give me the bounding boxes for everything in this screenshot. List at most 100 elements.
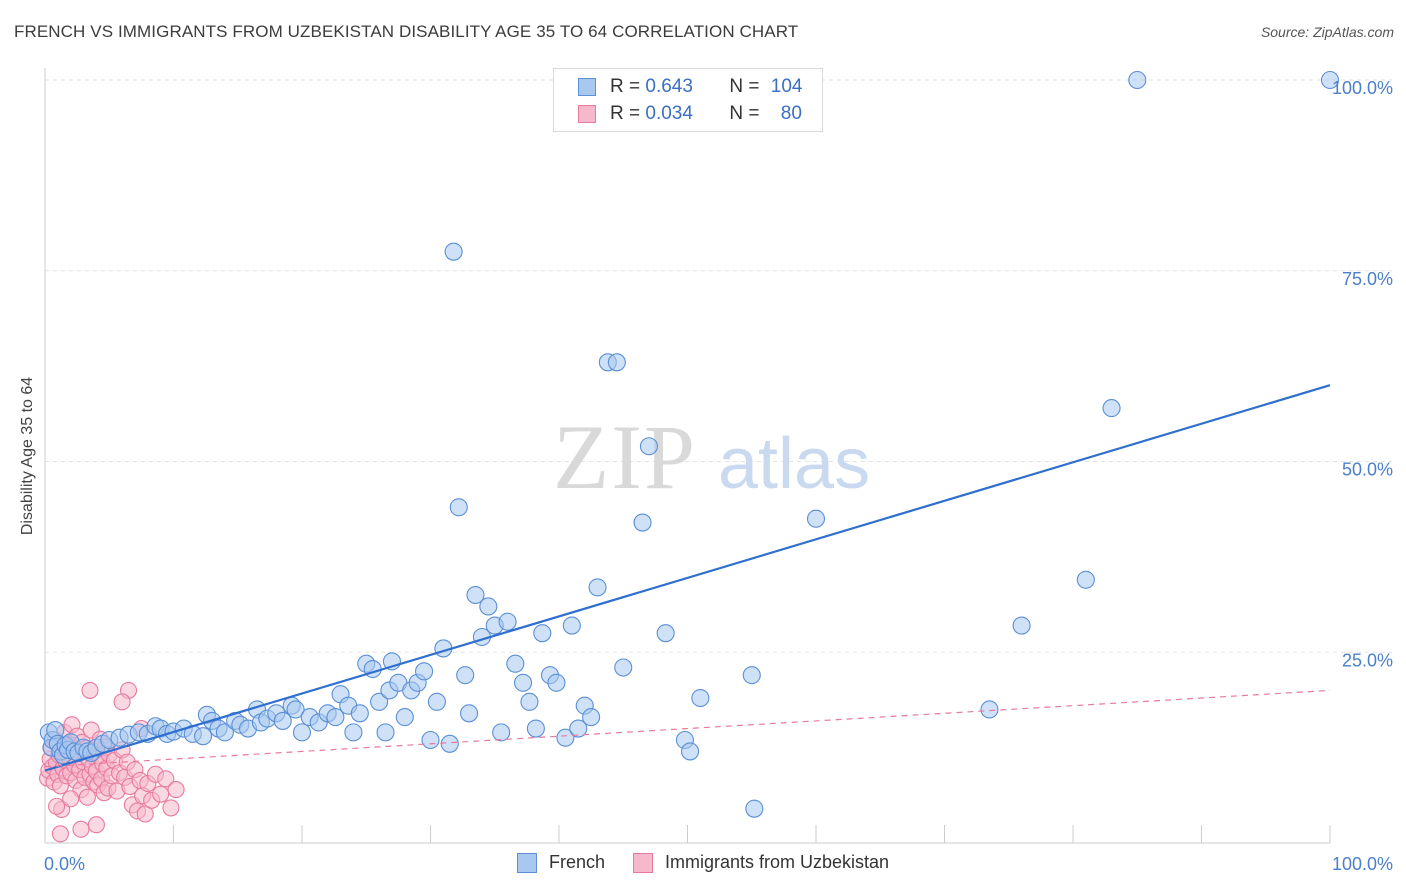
french-point — [742, 666, 761, 685]
correlation-legend: R = 0.643 N = 104 R = 0.034 N = 80 — [553, 68, 823, 132]
french-point — [656, 624, 675, 643]
french-point — [376, 723, 395, 742]
french-point — [466, 585, 485, 605]
french-point — [506, 654, 525, 673]
french-point — [614, 658, 633, 677]
legend-swatch-uzbekistan — [632, 852, 653, 873]
french-point — [415, 662, 434, 681]
french-point — [1076, 570, 1095, 589]
uzbekistan-point — [87, 816, 105, 834]
french-point — [456, 666, 475, 685]
french-point — [513, 673, 533, 692]
uzbekistan-point — [136, 805, 154, 823]
french-point — [449, 498, 468, 517]
french-point — [370, 692, 389, 711]
french-point — [520, 692, 539, 711]
legend-r-value-french: 0.643 — [645, 76, 693, 97]
french-point — [556, 728, 575, 747]
french-point — [1320, 70, 1340, 90]
french-point — [194, 727, 213, 746]
french-points — [39, 70, 1340, 818]
french-point — [633, 513, 652, 532]
x-tick-label-min: 0.0% — [44, 854, 85, 874]
french-point — [273, 711, 292, 730]
trend-lines — [44, 384, 1331, 772]
uzbekistan-point — [48, 797, 66, 815]
source-credit: Source: ZipAtlas.com — [1260, 24, 1394, 40]
legend-r-value-uzbekistan: 0.034 — [645, 103, 693, 124]
series-legend: French Immigrants from Uzbekistan — [0, 852, 1406, 873]
french-point — [691, 688, 710, 708]
axes — [44, 68, 1331, 844]
french-point — [350, 704, 369, 723]
y-tick-label: 50.0% — [1342, 460, 1393, 480]
french-point — [533, 624, 552, 643]
french-point — [582, 708, 601, 727]
y-tick-label: 75.0% — [1342, 269, 1393, 289]
uzbekistan-point — [113, 693, 131, 711]
french-point — [1012, 616, 1031, 635]
uzbekistan-point — [167, 781, 185, 799]
legend-item-uzbekistan: Immigrants from Uzbekistan — [632, 852, 890, 873]
uzbekistan-trend-line — [44, 689, 1331, 768]
legend-label-uzbekistan: Immigrants from Uzbekistan — [664, 852, 890, 872]
legend-n-value-french: 104 — [770, 76, 803, 97]
watermark-zip: ZIP — [553, 406, 697, 508]
french-point — [395, 708, 414, 727]
legend-row-french: R = 0.643 N = 104 — [578, 74, 802, 100]
french-point — [806, 509, 826, 528]
french-point — [526, 719, 545, 738]
french-point — [286, 700, 305, 719]
french-point — [492, 723, 511, 742]
x-tick-label-max: 100.0% — [1332, 854, 1393, 874]
french-point — [980, 700, 999, 719]
french-point — [588, 578, 607, 597]
chart-title: FRENCH VS IMMIGRANTS FROM UZBEKISTAN DIS… — [14, 22, 799, 41]
legend-n-label: N = — [729, 103, 765, 124]
legend-label-french: French — [548, 852, 605, 872]
legend-swatch-uzbekistan — [578, 105, 596, 123]
legend-swatch-french — [516, 852, 537, 873]
uzbekistan-point — [62, 790, 80, 808]
legend-r-label: R = — [610, 103, 646, 124]
french-point — [326, 708, 345, 727]
legend-r-label: R = — [610, 76, 646, 97]
legend-swatch-french — [578, 78, 596, 96]
french-point — [440, 734, 459, 753]
gridlines — [45, 79, 1392, 653]
tick-labels: 25.0% 50.0% 75.0% 100.0% 0.0% 100.0% — [44, 78, 1393, 874]
legend-n-label: N = — [729, 76, 765, 97]
french-point — [639, 437, 659, 456]
french-point — [479, 597, 498, 616]
french-point — [421, 730, 440, 750]
french-point — [607, 353, 626, 372]
french-point — [215, 723, 234, 742]
french-point — [344, 723, 363, 742]
french-point — [459, 704, 479, 723]
uzbekistan-point — [157, 770, 175, 788]
french-point — [1102, 399, 1121, 418]
french-point — [547, 673, 566, 692]
french-point — [1128, 70, 1147, 90]
french-point — [292, 723, 312, 742]
french-point — [569, 719, 588, 738]
french-trend-line — [44, 384, 1331, 772]
uzbekistan-point — [81, 681, 99, 699]
uzbekistan-point — [72, 820, 90, 838]
uzbekistan-point — [162, 799, 180, 817]
uzbekistan-point — [78, 788, 96, 806]
legend-row-uzbekistan: R = 0.034 N = 80 — [578, 101, 802, 127]
y-tick-label: 100.0% — [1332, 78, 1393, 98]
uzbekistan-point — [51, 825, 69, 843]
french-point — [498, 612, 517, 631]
french-point — [681, 742, 700, 761]
watermark-atlas: atlas — [718, 424, 870, 504]
french-point — [745, 799, 764, 818]
y-tick-label: 25.0% — [1342, 650, 1393, 670]
french-point — [427, 692, 446, 711]
french-point — [562, 616, 581, 635]
french-point — [444, 242, 463, 261]
legend-item-french: French — [516, 852, 605, 873]
legend-n-value-uzbekistan: 80 — [780, 103, 802, 124]
